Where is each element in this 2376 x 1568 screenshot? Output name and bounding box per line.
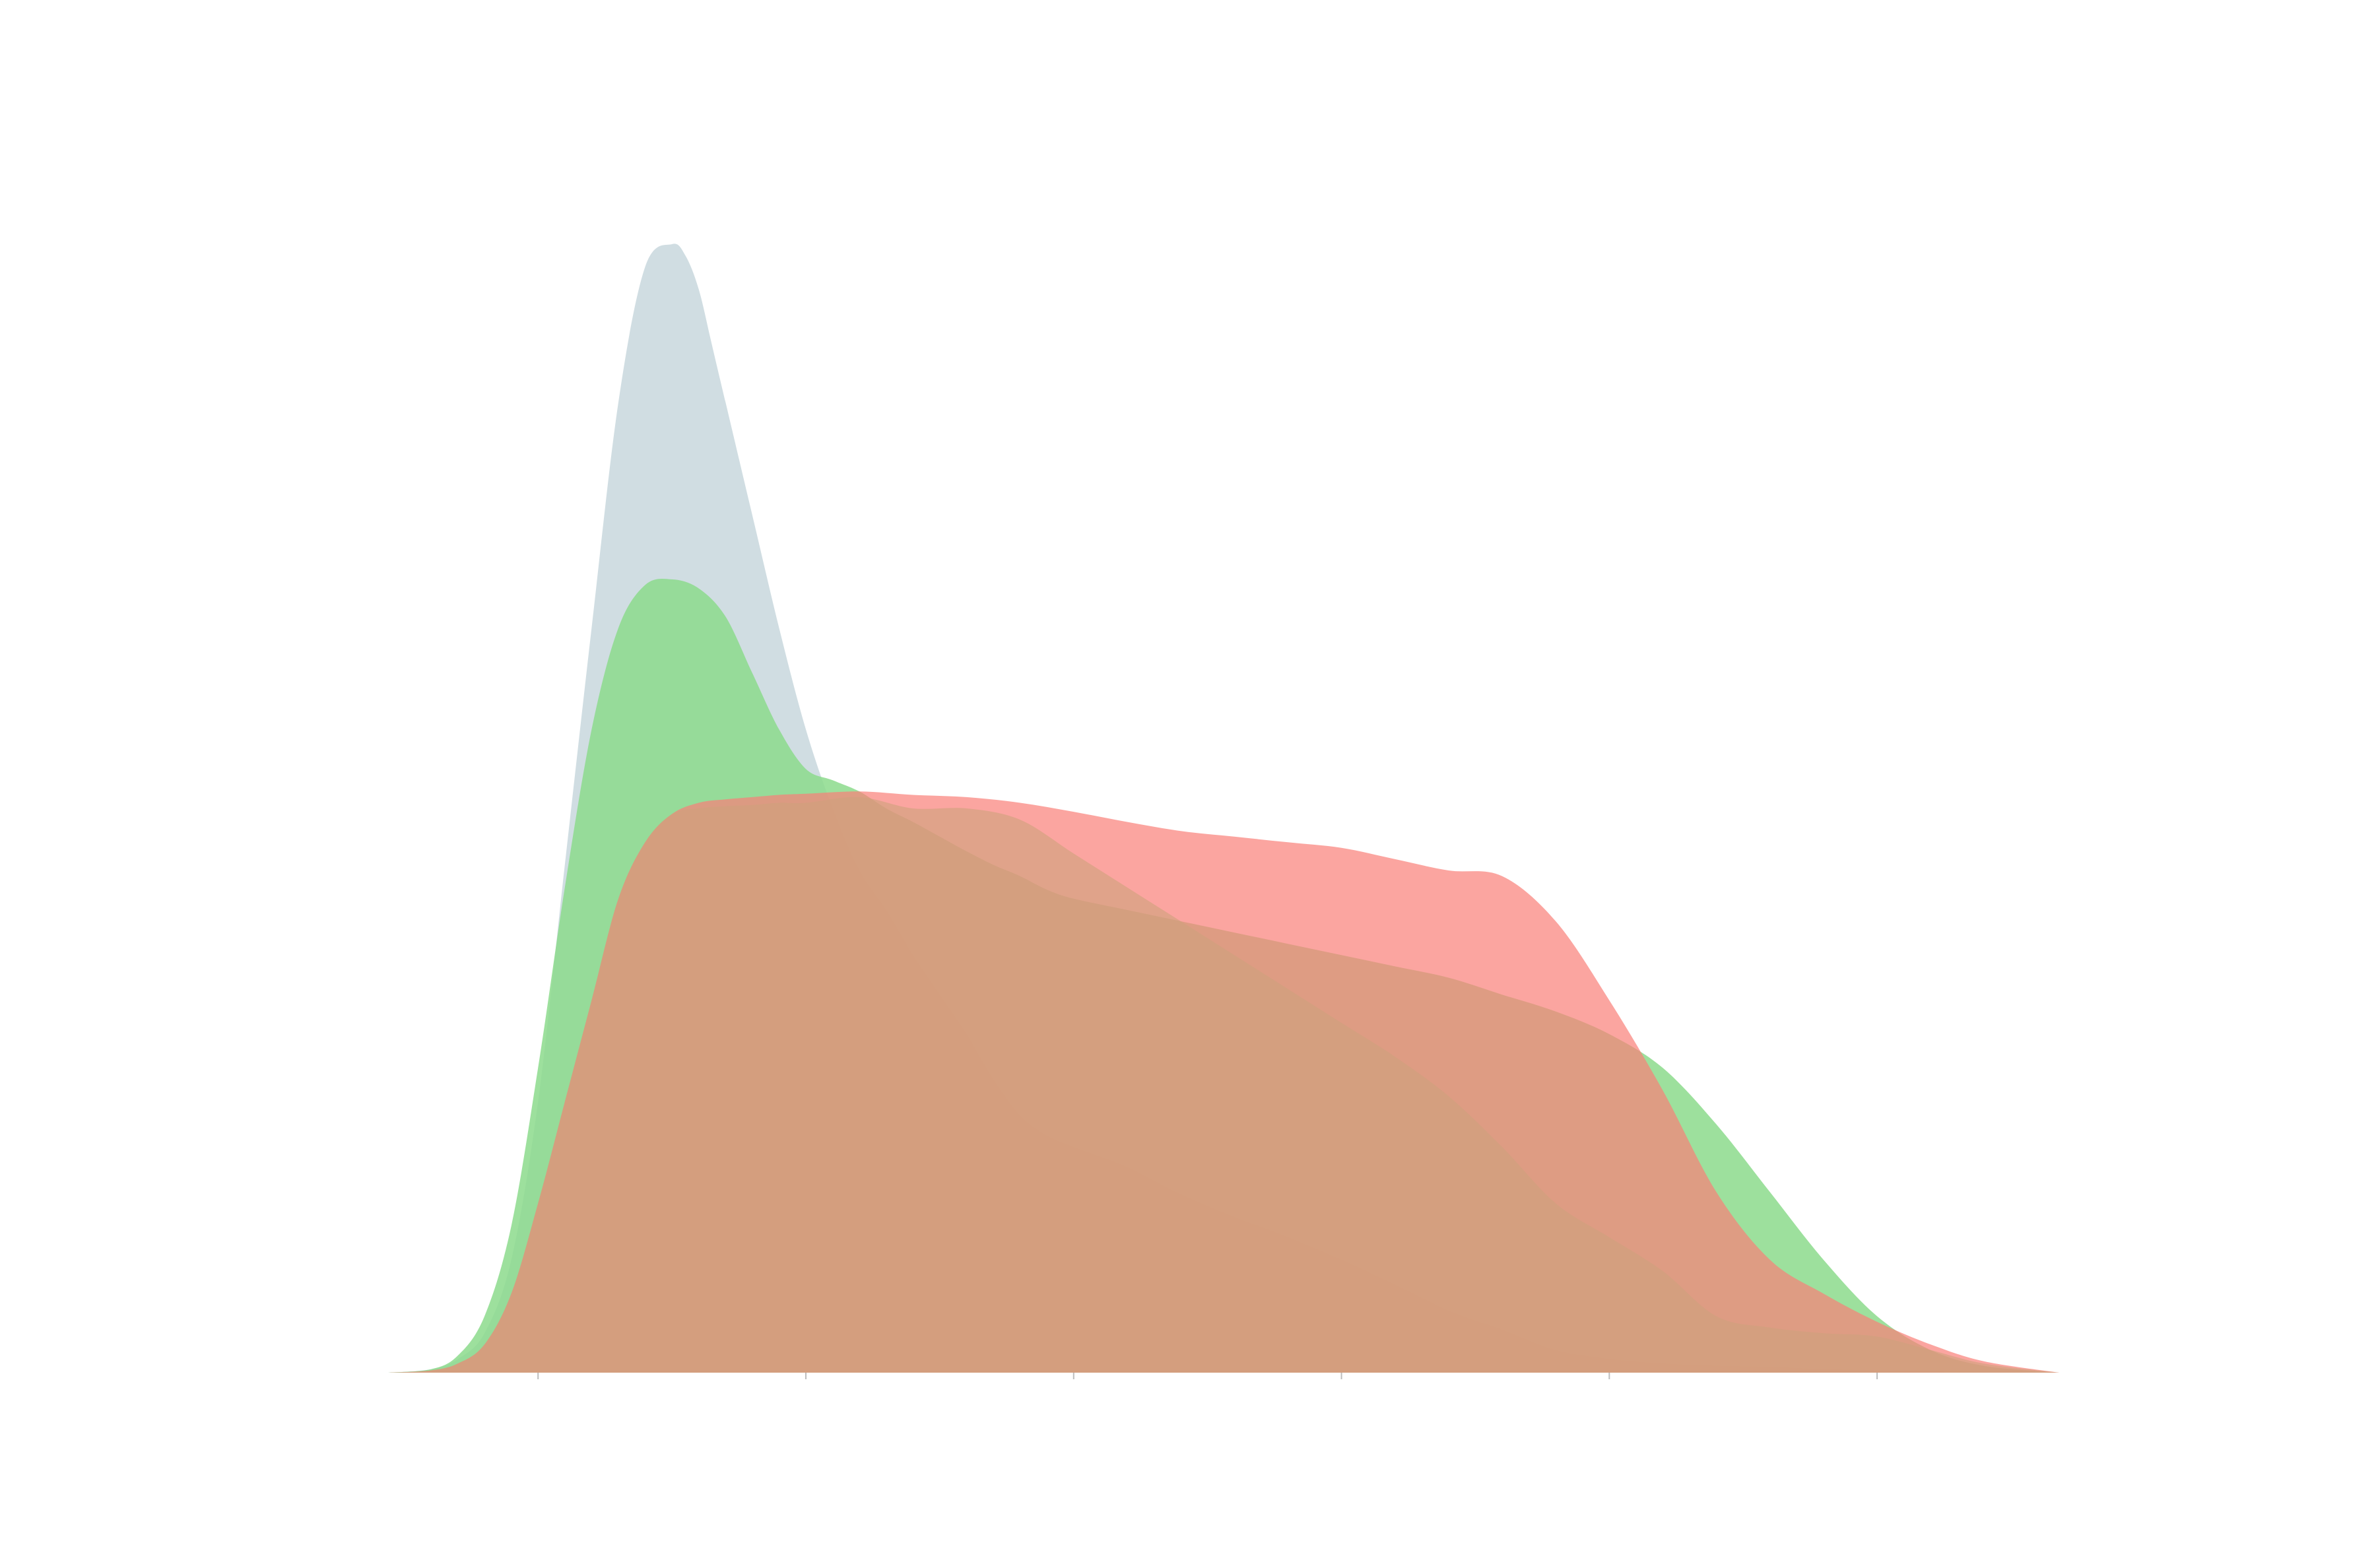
x-axis-ticks <box>537 1373 1878 1379</box>
density-area-4 <box>388 797 2059 1373</box>
density-areas <box>388 244 2059 1373</box>
